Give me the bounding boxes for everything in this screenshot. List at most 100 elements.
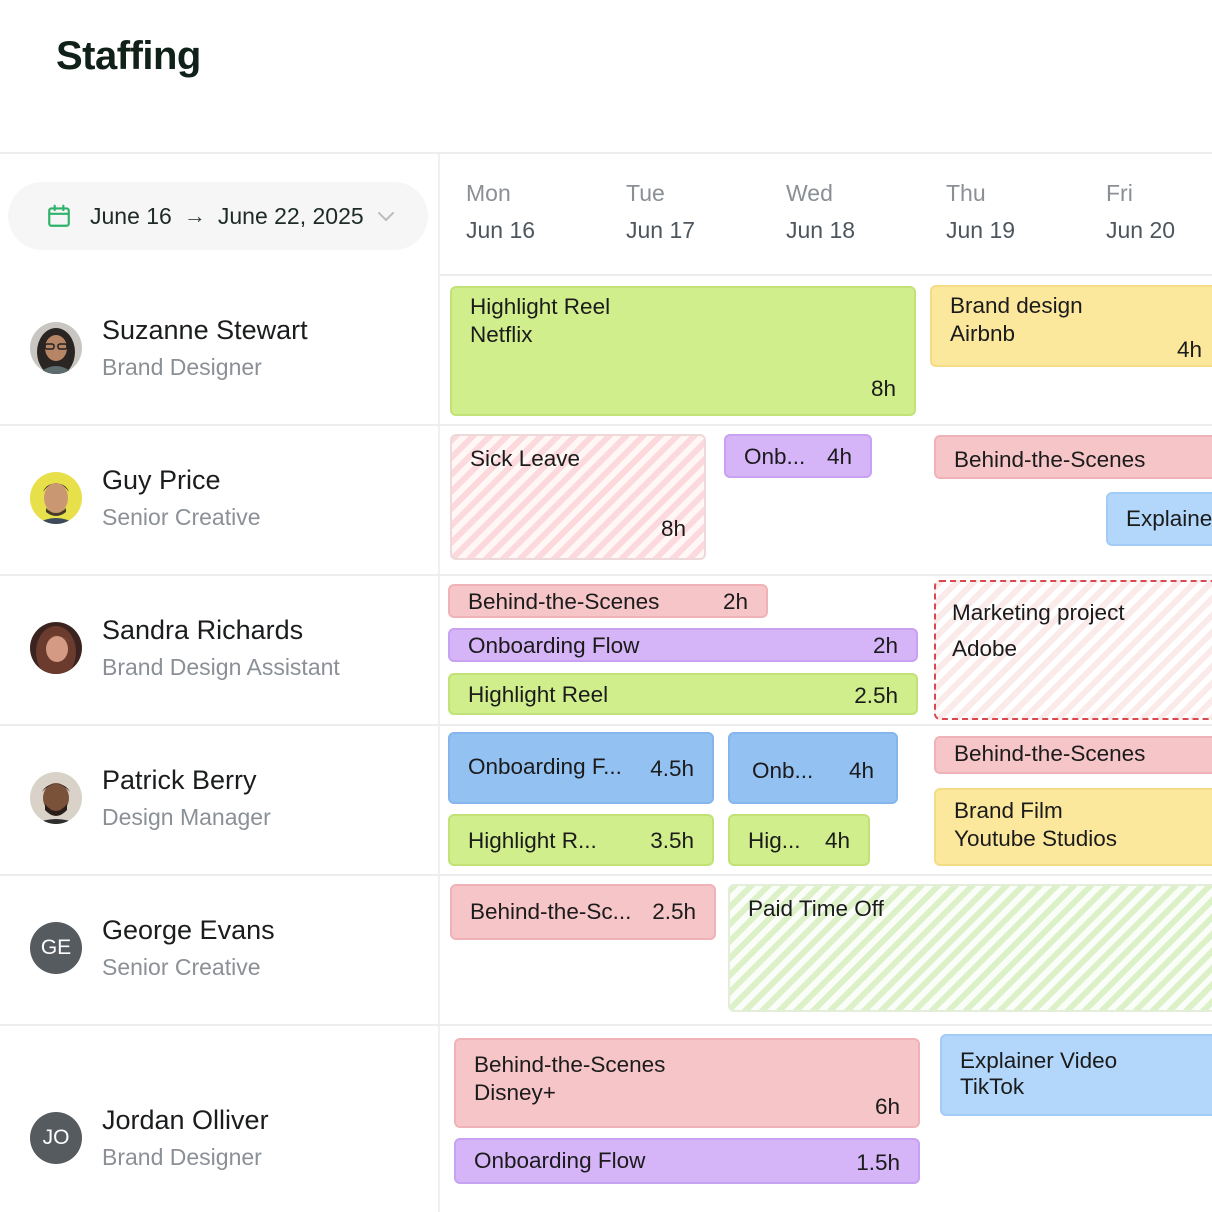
day-header-tue: Tue Jun 17 xyxy=(626,180,766,244)
day-header-fri: Fri Jun 20 xyxy=(1106,180,1212,244)
assignment-title: Onboarding Flow xyxy=(468,633,640,658)
assignment-title: Highlight Reel xyxy=(470,294,611,319)
day-header-thu: Thu Jun 19 xyxy=(946,180,1086,244)
assignment-block[interactable]: Onboarding Flow 2h xyxy=(448,628,918,662)
assignment-title: Behind-the-Scenes xyxy=(468,589,660,614)
assignment-title: Behind-the-Scenes xyxy=(954,741,1146,766)
person-name: George Evans xyxy=(102,915,275,945)
assignment-block[interactable]: Hig... 4h xyxy=(728,814,870,866)
assignment-client: TikTok xyxy=(960,1074,1025,1099)
assignment-title: Highlight R... xyxy=(468,828,597,853)
avatar xyxy=(30,472,82,524)
assignment-hours: 4.5h xyxy=(650,756,694,781)
assignment-block[interactable]: Behind-the-Scenes 2h xyxy=(448,584,768,618)
person-row-george-evans[interactable]: GE George Evans Senior Creative xyxy=(30,915,430,980)
assignment-title: Explaine xyxy=(1126,506,1212,531)
person-role: Senior Creative xyxy=(102,954,261,980)
date-range-start: June 16 xyxy=(90,202,172,229)
assignment-client: Adobe xyxy=(952,636,1018,661)
assignment-client: Airbnb xyxy=(950,321,1016,346)
assignment-block[interactable]: Behind-the-Scenes Disney+ 6h xyxy=(454,1038,920,1128)
person-row-guy-price[interactable]: Guy Price Senior Creative xyxy=(30,465,430,530)
assignment-title: Behind-the-Scenes xyxy=(474,1052,666,1077)
row-divider xyxy=(0,424,1212,426)
assignment-title: Marketing project xyxy=(952,600,1125,625)
day-date: Jun 18 xyxy=(786,217,856,243)
assignment-title: Onb... xyxy=(744,444,806,469)
assignment-block[interactable]: Brand Film Youtube Studios xyxy=(934,788,1212,866)
assignment-hours: 3.5h xyxy=(650,828,694,853)
assignment-title: Onboarding F... xyxy=(468,754,622,779)
person-role: Design Manager xyxy=(102,804,271,830)
assignment-title: Sick Leave xyxy=(470,446,581,471)
day-name: Fri xyxy=(1106,180,1133,206)
assignment-block[interactable]: Explaine xyxy=(1106,492,1212,546)
page-title: Staffing xyxy=(56,34,201,78)
assignment-title: Brand Film xyxy=(954,798,1063,823)
assignment-hours: 8h xyxy=(870,376,896,401)
assignment-title: Onb... xyxy=(752,758,814,783)
assignment-client: Netflix xyxy=(470,322,533,347)
assignment-block[interactable]: Highlight R... 3.5h xyxy=(448,814,714,866)
person-row-jordan-olliver[interactable]: JO Jordan Olliver Brand Designer xyxy=(30,1105,430,1170)
assignment-block[interactable]: Highlight Reel 2.5h xyxy=(448,673,918,715)
sick-leave-block[interactable]: Sick Leave 8h xyxy=(450,434,706,560)
assignment-block[interactable]: Behind-the-Scenes xyxy=(934,736,1212,774)
avatar: GE xyxy=(30,922,82,974)
person-row-sandra-richards[interactable]: Sandra Richards Brand Design Assistant xyxy=(30,615,430,680)
assignment-title: Behind-the-Scenes xyxy=(954,447,1146,472)
assignment-block[interactable]: Behind-the-Scenes xyxy=(934,435,1212,479)
assignment-block[interactable]: Onboarding F... 4.5h xyxy=(448,732,714,804)
person-name: Patrick Berry xyxy=(102,765,257,795)
row-divider xyxy=(0,724,1212,726)
assignment-hours: 1.5h xyxy=(856,1150,900,1175)
assignment-title: Explainer Video xyxy=(960,1048,1118,1073)
avatar xyxy=(30,772,82,824)
day-date: Jun 19 xyxy=(946,217,1016,243)
assignment-title: Onboarding Flow xyxy=(474,1148,646,1173)
row-divider xyxy=(0,574,1212,576)
assignment-hours: 2.5h xyxy=(652,899,696,924)
assignment-block[interactable]: Onb... 4h xyxy=(728,732,898,804)
header-divider xyxy=(0,152,1212,154)
assignment-block[interactable]: Behind-the-Sc... 2.5h xyxy=(450,884,716,940)
assignment-hours: 4h xyxy=(1176,337,1202,362)
person-role: Brand Designer xyxy=(102,354,262,380)
assignment-hours: 4h xyxy=(824,828,850,853)
assignment-hours: 8h xyxy=(660,516,686,541)
assignment-block[interactable]: Onb... 4h xyxy=(724,434,872,478)
person-row-suzanne-stewart[interactable]: Suzanne Stewart Brand Designer xyxy=(30,315,430,380)
assignment-client: Youtube Studios xyxy=(954,826,1118,851)
person-role: Brand Design Assistant xyxy=(102,654,340,680)
assignment-title: Hig... xyxy=(748,828,801,853)
assignment-block[interactable]: Highlight Reel Netflix 8h xyxy=(450,286,916,416)
assignment-block[interactable]: Onboarding Flow 1.5h xyxy=(454,1138,920,1184)
person-name: Suzanne Stewart xyxy=(102,315,308,345)
paid-time-off-block[interactable]: Paid Time Off xyxy=(728,884,1212,1012)
person-role: Senior Creative xyxy=(102,504,261,530)
assignment-hours: 2h xyxy=(722,589,748,614)
person-row-patrick-berry[interactable]: Patrick Berry Design Manager xyxy=(30,765,430,830)
date-range-picker[interactable]: June 16 → June 22, 2025 xyxy=(8,182,428,250)
arrow-right-icon: → xyxy=(183,203,206,228)
day-date: Jun 17 xyxy=(626,217,696,243)
person-role: Brand Designer xyxy=(102,1144,262,1170)
tentative-block[interactable]: Marketing project Adobe xyxy=(934,580,1212,720)
person-name: Sandra Richards xyxy=(102,615,304,645)
assignment-block[interactable]: Explainer Video TikTok xyxy=(940,1034,1212,1116)
column-divider xyxy=(438,154,440,1212)
assignment-client: Disney+ xyxy=(474,1080,556,1105)
assignment-title: Paid Time Off xyxy=(748,896,884,921)
chevron-down-icon[interactable] xyxy=(374,204,398,228)
calendar-icon xyxy=(48,204,70,227)
assignment-hours: 6h xyxy=(874,1094,900,1119)
avatar xyxy=(30,622,82,674)
assignment-block[interactable]: Brand design Airbnb 4h xyxy=(930,285,1212,367)
assignment-hours: 4h xyxy=(848,758,874,783)
assignment-hours: 2h xyxy=(872,633,898,658)
assignment-title: Highlight Reel xyxy=(468,682,609,707)
day-name: Thu xyxy=(946,180,986,206)
person-name: Guy Price xyxy=(102,465,221,495)
person-name: Jordan Olliver xyxy=(102,1105,269,1135)
day-name: Tue xyxy=(626,180,665,206)
